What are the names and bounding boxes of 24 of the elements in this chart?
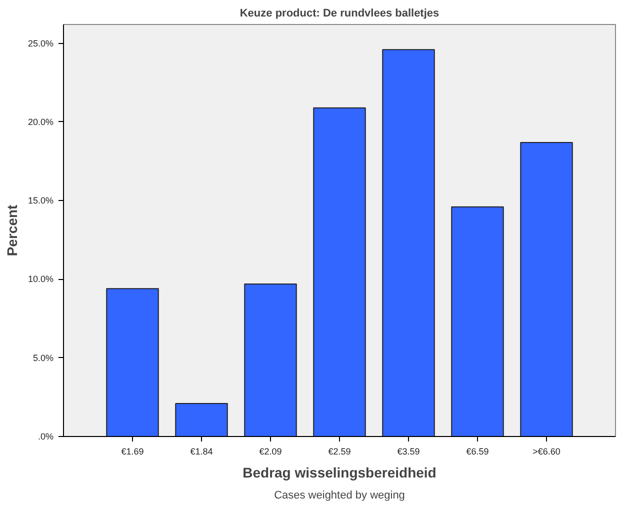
bar [382, 49, 435, 436]
y-tick-label: .0% [38, 432, 54, 442]
y-tick-label: 15.0% [28, 196, 54, 206]
text: Cases weighted by weging [274, 490, 405, 502]
x-tick-label: €3.59 [397, 446, 420, 456]
x-tick-label: >€6.60 [532, 446, 560, 456]
x-tick-label: €6.59 [466, 446, 489, 456]
y-tick-label: 5.0% [32, 352, 54, 363]
x-tick-label: €1.84 [190, 446, 213, 456]
bar [106, 288, 159, 436]
bar [451, 206, 504, 436]
bar [244, 283, 297, 436]
bar [520, 142, 573, 436]
y-tick-label: 10.0% [28, 274, 54, 284]
y-tick-label: 20.0% [28, 116, 54, 127]
bar [313, 107, 366, 436]
x-tick-label: €2.09 [259, 446, 282, 456]
x-axis-title: Bedrag wisselingsbereidheid [242, 464, 436, 480]
bar [175, 402, 228, 436]
x-tick-label: €1.69 [121, 446, 144, 456]
y-axis-title: Percent [4, 204, 20, 256]
x-tick-label: €2.59 [328, 446, 351, 456]
y-tick-label: 25.0% [28, 38, 54, 48]
chart-title: Keuze product: De rundvlees balletjes [240, 8, 440, 20]
